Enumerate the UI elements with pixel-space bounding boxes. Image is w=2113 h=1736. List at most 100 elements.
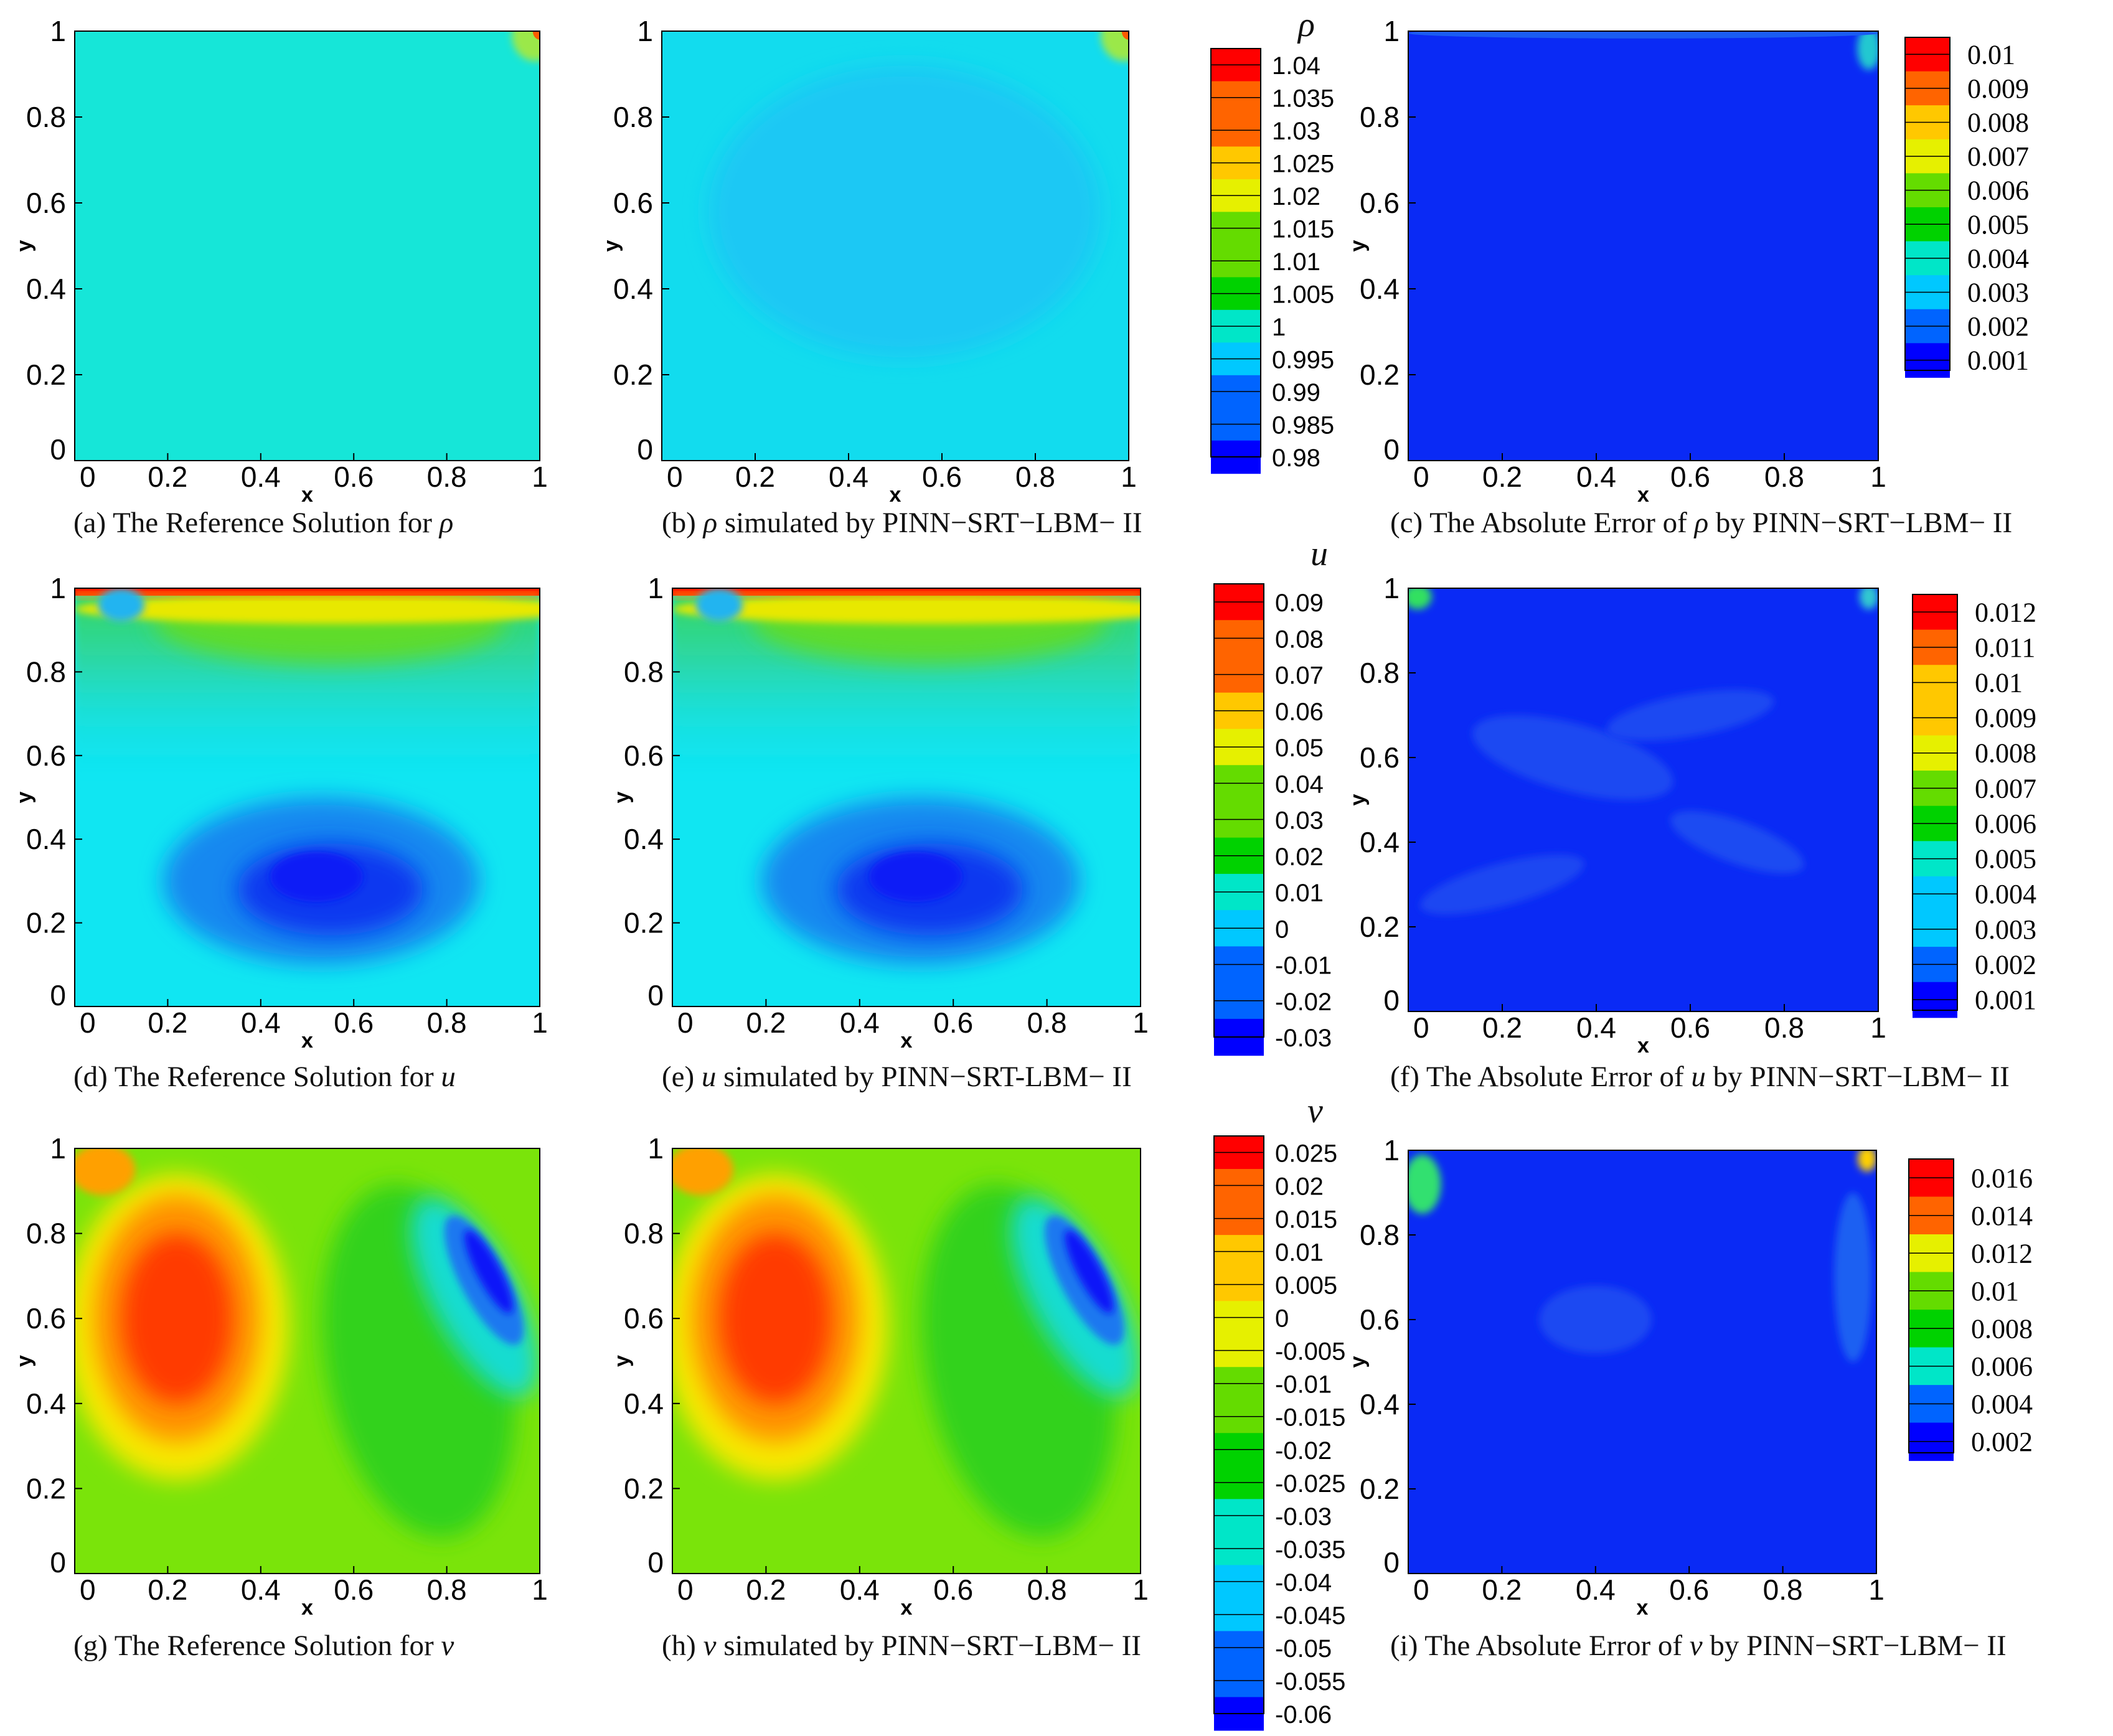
y-tick-label: 0 xyxy=(50,979,66,1011)
panel-caption: (b) ρ simulated by PINN−SRT−LBM− II xyxy=(662,507,1142,539)
x-axis-label: x xyxy=(1637,1596,1649,1620)
panel-caption: (i) The Absolute Error of v by PINN−SRT−… xyxy=(1390,1630,2007,1662)
colorbar-title: u xyxy=(1311,535,1328,573)
colorbar-tick-label: 0.003 xyxy=(1967,277,2029,307)
y-tick-label: 0.8 xyxy=(26,655,66,688)
y-tick-label: 0.8 xyxy=(26,1218,66,1250)
y-tick-label: 0.6 xyxy=(26,739,66,772)
colorbar-tick-label: 1 xyxy=(1272,314,1286,341)
colorbar-tick-label: 0.09 xyxy=(1275,589,1324,617)
plot-frame xyxy=(1408,1150,1877,1574)
y-axis-label: y xyxy=(610,791,634,803)
y-tick-label: 0.2 xyxy=(613,359,653,391)
y-tick-label: 0.6 xyxy=(1360,1303,1400,1336)
x-tick-label: 0 xyxy=(1413,461,1429,493)
x-tick-label: 0.2 xyxy=(1482,461,1522,493)
colorbar-tick-label: -0.025 xyxy=(1275,1470,1345,1498)
colorbar-tick-label: 0.004 xyxy=(1975,879,2036,909)
x-tick-label: 1 xyxy=(1132,1006,1149,1039)
colorbar-tick-label: 0.002 xyxy=(1975,949,2036,980)
y-tick-label: 0.8 xyxy=(1360,101,1400,133)
colorbar-tick-label: -0.02 xyxy=(1275,1437,1332,1465)
plot-frame xyxy=(661,30,1129,461)
x-axis-label: x xyxy=(901,1029,913,1053)
colorbar-tick-label: 0.006 xyxy=(1967,176,2029,206)
x-tick-label: 0.2 xyxy=(1482,1574,1522,1606)
colorbar-tick-label: 0.006 xyxy=(1971,1351,2033,1382)
figure-row-v: 000.20.20.40.40.60.60.80.811xy000.20.20.… xyxy=(12,1132,2033,1731)
x-tick-label: 0.6 xyxy=(1670,1011,1710,1044)
y-tick-label: 0.6 xyxy=(26,187,66,219)
y-tick-label: 0.8 xyxy=(1360,657,1400,689)
y-tick-label: 1 xyxy=(50,1132,66,1165)
colorbar-tick-label: 0.015 xyxy=(1275,1206,1337,1234)
y-tick-label: 1 xyxy=(1383,15,1400,47)
colorbar-tick-label: 0.009 xyxy=(1975,703,2036,733)
x-tick-label: 1 xyxy=(1870,1011,1886,1044)
panel-caption: (d) The Reference Solution for u xyxy=(73,1061,456,1093)
colorbar-tick-label: 1.04 xyxy=(1272,52,1320,80)
y-tick-label: 0.8 xyxy=(624,655,664,688)
x-axis-label: x xyxy=(301,1029,313,1053)
x-tick-label: 0.2 xyxy=(746,1574,786,1606)
x-axis-label: x xyxy=(1637,1034,1649,1058)
y-axis-label: y xyxy=(12,791,36,803)
x-axis-label: x xyxy=(1637,483,1649,507)
x-tick-label: 0.8 xyxy=(1027,1574,1067,1606)
panel-d: 00 0.2 0.2 0.4 0.4 0.6 0.6 0.8 0.8 1 1 x y xyxy=(12,572,548,1053)
y-tick-label: 0.6 xyxy=(613,187,653,219)
x-tick-label: 1 xyxy=(1121,461,1137,493)
y-tick-label: 0.4 xyxy=(1360,826,1400,858)
colorbar-tick-label: 0.001 xyxy=(1975,985,2036,1015)
x-tick-label: 0.2 xyxy=(1482,1011,1522,1044)
y-tick-label: 0.4 xyxy=(624,823,664,855)
y-tick-label: 0.6 xyxy=(624,739,664,772)
y-tick-label: 0.2 xyxy=(1360,359,1400,391)
x-tick-label: 0 xyxy=(80,461,96,493)
colorbar-tick-label: 1.02 xyxy=(1272,183,1320,210)
x-tick-label: 0.2 xyxy=(735,461,775,493)
colorbar-tick-label: -0.04 xyxy=(1275,1569,1332,1597)
y-tick-label: 0.2 xyxy=(1360,1473,1400,1505)
colorbar-tick-label: -0.055 xyxy=(1275,1668,1345,1696)
colorbar-tick-label: 0.005 xyxy=(1967,209,2029,240)
y-tick-label: 0.2 xyxy=(624,907,664,939)
x-tick-label: 0.6 xyxy=(922,461,962,493)
x-tick-label: 0.6 xyxy=(933,1574,973,1606)
colorbar-tick-label: -0.005 xyxy=(1275,1338,1345,1366)
colorbar-tick-label: 0.006 xyxy=(1975,809,2036,839)
x-tick-label: 0.8 xyxy=(427,1574,467,1606)
x-tick-label: 0 xyxy=(80,1574,96,1606)
x-tick-label: 0.2 xyxy=(148,461,187,493)
colorbar-title: v xyxy=(1307,1092,1323,1130)
colorbar-tick-label: 0.05 xyxy=(1275,734,1324,762)
colorbar-tick-label: 0.007 xyxy=(1967,141,2029,172)
y-axis-label: y xyxy=(1346,1356,1370,1368)
plot-frame xyxy=(1408,30,1879,461)
colorbar-tick-label: 0.012 xyxy=(1971,1238,2033,1269)
plot-frame xyxy=(74,1148,540,1574)
y-tick-label: 0.2 xyxy=(26,1472,66,1504)
x-tick-label: 0.2 xyxy=(148,1574,187,1606)
colorbar-tick-label: 0.07 xyxy=(1275,662,1324,690)
x-tick-label: 0.8 xyxy=(1764,1011,1804,1044)
x-tick-label: 0 xyxy=(1413,1011,1429,1044)
x-tick-label: 0.6 xyxy=(334,1574,374,1606)
colorbar-tick-label: 0.06 xyxy=(1275,698,1324,726)
y-axis-label: y xyxy=(1346,794,1370,805)
x-tick-label: 0.4 xyxy=(829,461,868,493)
colorbar-tick-label: 0.008 xyxy=(1971,1313,2033,1344)
plot-frame xyxy=(74,588,540,1007)
colorbar-tick-label: 0.995 xyxy=(1272,347,1334,374)
plot-frame xyxy=(672,1148,1141,1574)
colorbar-tick-label: 0.003 xyxy=(1975,914,2036,945)
y-axis-label: y xyxy=(1346,240,1370,251)
colorbar-tick-label: 0.99 xyxy=(1272,379,1320,406)
colorbar-tick-label: 0 xyxy=(1275,916,1289,943)
panel-caption: (c) The Absolute Error of ρ by PINN−SRT−… xyxy=(1390,507,2013,539)
panel-c: 00 0.2 0.2 0.4 0.4 0.6 0.6 0.8 0.8 1 1 x y xyxy=(1346,15,1886,507)
x-tick-label: 0.4 xyxy=(840,1574,880,1606)
colorbar-tick-label: -0.01 xyxy=(1275,1371,1332,1399)
colorbar-tick-label: 0.005 xyxy=(1975,844,2036,875)
colorbar-tick-label: 0.001 xyxy=(1967,345,2029,376)
